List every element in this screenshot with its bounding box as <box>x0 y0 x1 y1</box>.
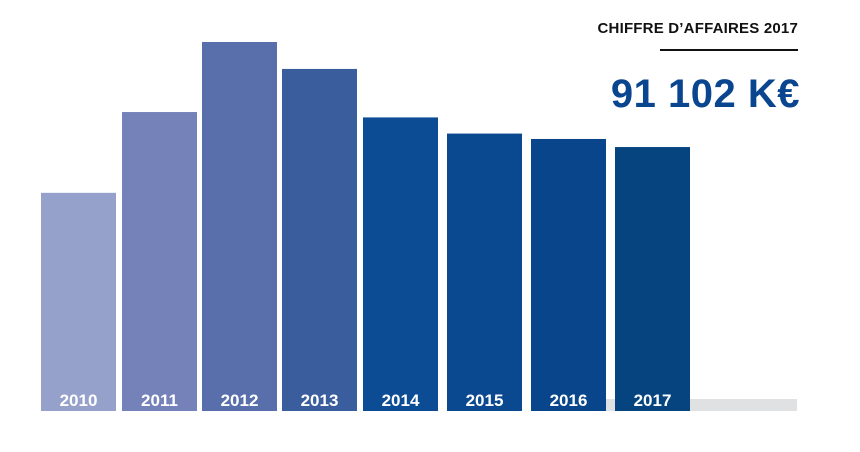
bar-2012 <box>202 42 277 411</box>
bar-2015 <box>447 133 522 411</box>
bar-2016 <box>531 138 606 411</box>
bar-label-2015: 2015 <box>466 391 504 410</box>
bar-label-2016: 2016 <box>550 391 588 410</box>
bar-label-2014: 2014 <box>382 391 420 410</box>
bar-label-2012: 2012 <box>221 391 259 410</box>
bar-2013 <box>282 68 357 412</box>
bar-label-2013: 2013 <box>301 391 339 410</box>
panel-title: CHIFFRE D’AFFAIRES 2017 <box>597 20 798 37</box>
bar-label-2011: 2011 <box>141 391 178 410</box>
revenue-value: 91 102 K€ <box>610 72 800 116</box>
title-divider <box>660 49 798 51</box>
bar-label-2017: 2017 <box>634 391 672 410</box>
bar-2017 <box>615 147 690 411</box>
bar-2010 <box>41 192 116 411</box>
bar-label-2010: 2010 <box>60 391 98 410</box>
bar-2014 <box>363 117 438 411</box>
bar-2011 <box>122 112 197 411</box>
